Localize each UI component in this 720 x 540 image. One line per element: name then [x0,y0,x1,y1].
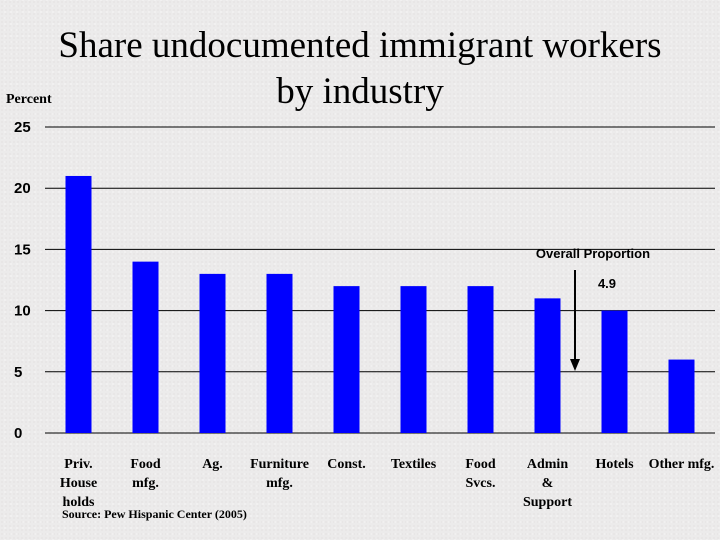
bar [668,359,695,433]
y-tick-label: 5 [14,364,22,381]
annotation-value-label: 4.9 [598,276,616,291]
x-tick-label: Hotels [595,457,634,472]
annotation-arrow-head [570,359,580,372]
annotation: Overall Proportion 4.9 [536,246,650,372]
x-tick-label-line: Ag. [202,457,223,472]
x-tick-label: Const. [327,457,366,472]
y-axis-label: Percent [6,92,52,107]
y-tick-label: 25 [14,119,31,136]
y-tick-label: 15 [14,241,31,258]
bar [534,298,561,433]
bar [199,273,226,433]
x-tick-label-line: mfg. [266,476,293,491]
x-tick-label-line: holds [63,495,95,510]
x-tick-label: Food mfg. [130,457,161,491]
x-tick-label: Ag. [202,457,223,472]
x-tick-label: Admin & Support [523,457,572,510]
bars [65,175,695,433]
x-tick-label-line: House [60,476,97,491]
bar [601,310,628,433]
x-tick-label-line: Admin [527,457,568,472]
x-tick-label: Other mfg. [649,457,715,472]
x-tick-label-line: & [542,476,554,491]
annotation-label: Overall Proportion [536,246,650,261]
bar [467,286,494,433]
x-tick-label: Furniture mfg. [250,457,309,491]
x-tick-label-line: Other mfg. [649,457,715,472]
x-tick-label-line: Food [465,457,496,472]
x-tick-label-line: Textiles [391,457,437,472]
x-tick-label-line: Food [130,457,161,472]
y-tick-label: 10 [14,303,31,320]
x-tick-label: Priv. House holds [60,457,97,510]
bar [333,286,360,433]
y-axis-ticks: 0 5 10 15 20 25 [14,119,31,442]
x-tick-label-line: Const. [327,457,366,472]
x-tick-label-line: Furniture [250,457,309,472]
bar [400,286,427,433]
chart-title-line-2: by industry [276,71,444,112]
x-tick-label-line: Support [523,495,572,510]
chart-title-line-1: Share undocumented immigrant workers [58,25,662,66]
x-axis-ticks: Priv. House holds Food mfg. Ag. Furniture mfg. C… [60,457,715,510]
x-tick-label: Textiles [391,457,437,472]
bar [266,273,293,433]
x-tick-label-line: Svcs. [466,476,496,491]
bar [132,261,159,433]
x-tick-label-line: mfg. [132,476,159,491]
y-tick-label: 20 [14,180,31,197]
x-tick-label-line: Priv. [64,457,92,472]
source-note: Source: Pew Hispanic Center (2005) [62,507,247,521]
bar [65,175,92,433]
x-tick-label: Food Svcs. [465,457,496,491]
y-tick-label: 0 [14,425,22,442]
x-tick-label-line: Hotels [595,457,634,472]
